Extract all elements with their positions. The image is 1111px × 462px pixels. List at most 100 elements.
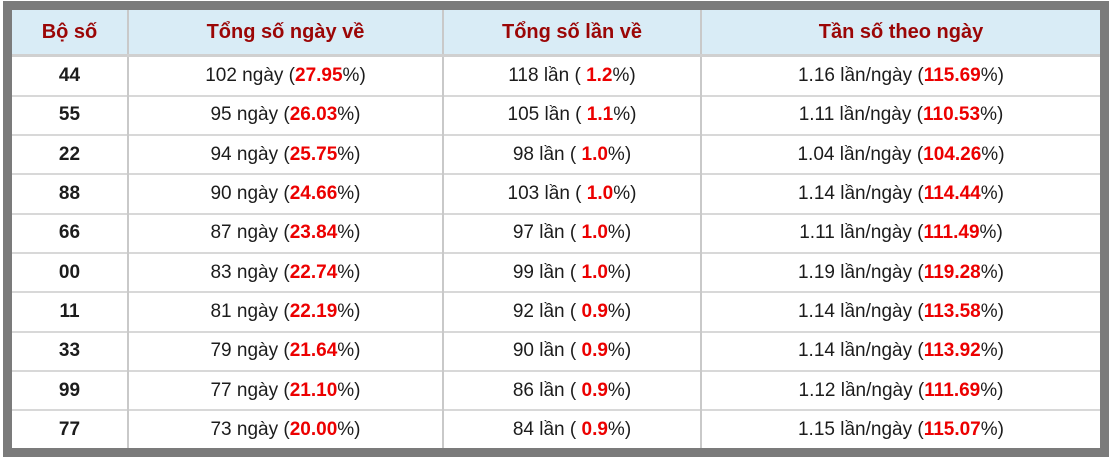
- table-row: 00 83 ngày (22.74%) 99 lần ( 1.0%) 1.19 …: [12, 251, 1100, 293]
- freq-percent-value: 113.92: [923, 340, 981, 362]
- times-text-suffix: %): [607, 143, 632, 165]
- header-row: Bộ số Tổng số ngày về Tổng số lần về Tần…: [12, 10, 1100, 57]
- freq-percent-value: 110.53: [922, 104, 981, 126]
- times-text-suffix: %): [607, 300, 632, 322]
- freq-text-suffix: %): [980, 379, 1004, 401]
- freq-percent-value: 111.49: [923, 222, 980, 244]
- times-percent-value: 1.0: [581, 261, 608, 283]
- table-row: 99 77 ngày (21.10%) 86 lần ( 0.9%) 1.12 …: [12, 369, 1100, 411]
- times-percent-value: 1.0: [586, 182, 614, 204]
- freq-text: 1.14 lần/ngày (: [797, 300, 924, 322]
- table-row: 66 87 ngày (23.84%) 97 lần ( 1.0%) 1.11 …: [12, 212, 1100, 253]
- pair-value: 88: [58, 182, 81, 204]
- freq-text: 1.04 lần/ngày (: [797, 143, 924, 165]
- freq-text-suffix: %): [981, 143, 1005, 165]
- times-percent-value: 1.0: [581, 143, 608, 165]
- days-percent-value: 22.19: [289, 300, 338, 322]
- total-days-cell: 94 ngày (25.75%): [127, 133, 443, 175]
- table-row: 77 73 ngày (20.00%) 84 lần ( 0.9%) 1.15 …: [12, 409, 1100, 448]
- table-row: 33 79 ngày (21.64%) 90 lần ( 0.9%) 1.14 …: [12, 330, 1100, 371]
- freq-text: 1.11 lần/ngày (: [799, 222, 924, 244]
- total-days-cell: 83 ngày (22.74%): [127, 251, 443, 293]
- days-text-suffix: %): [337, 182, 361, 204]
- times-text-suffix: %): [607, 261, 632, 283]
- col-header-total-days: Tổng số ngày về: [127, 10, 443, 57]
- total-times-cell: 99 lần ( 1.0%): [442, 251, 701, 293]
- table-row: 88 90 ngày (24.66%) 103 lần ( 1.0%) 1.14…: [12, 173, 1100, 214]
- days-text-suffix: %): [342, 64, 366, 86]
- total-days-cell: 81 ngày (22.19%): [127, 291, 443, 332]
- times-text: 86 lần (: [512, 379, 582, 401]
- pair-cell: 00: [12, 251, 128, 293]
- pair-value: 44: [58, 64, 81, 86]
- loto-frequency-table: Bộ số Tổng số ngày về Tổng số lần về Tần…: [12, 10, 1100, 448]
- days-text-suffix: %): [337, 222, 361, 244]
- pair-cell: 77: [12, 409, 128, 448]
- times-text-suffix: %): [607, 418, 632, 440]
- pair-cell: 55: [12, 94, 128, 135]
- times-text: 92 lần (: [512, 300, 582, 322]
- days-text-suffix: %): [337, 104, 361, 126]
- freq-text: 1.12 lần/ngày (: [798, 379, 925, 401]
- times-text-suffix: %): [607, 379, 632, 401]
- total-times-cell: 84 lần ( 0.9%): [442, 409, 701, 448]
- times-text: 97 lần (: [512, 222, 582, 244]
- pair-cell: 44: [12, 54, 128, 96]
- days-text: 94 ngày (: [210, 143, 290, 165]
- times-text: 118 lần (: [508, 64, 587, 86]
- times-text: 98 lần (: [512, 143, 582, 165]
- times-percent-value: 1.0: [581, 222, 608, 244]
- freq-percent-value: 114.44: [923, 182, 981, 204]
- days-percent-value: 23.84: [289, 222, 338, 244]
- days-text-suffix: %): [337, 143, 361, 165]
- pair-cell: 88: [12, 173, 128, 214]
- frequency-cell: 1.19 lần/ngày (119.28%): [700, 251, 1100, 293]
- pair-value: 55: [58, 104, 81, 126]
- total-times-cell: 90 lần ( 0.9%): [442, 330, 701, 371]
- freq-text-suffix: %): [980, 182, 1004, 204]
- days-percent-value: 25.75: [289, 143, 338, 165]
- col-header-total-times: Tổng số lần về: [442, 10, 701, 57]
- freq-percent-value: 113.58: [923, 300, 981, 322]
- days-text: 90 ngày (: [210, 182, 290, 204]
- total-days-cell: 73 ngày (20.00%): [127, 409, 443, 448]
- freq-text-suffix: %): [980, 64, 1004, 86]
- total-days-cell: 79 ngày (21.64%): [127, 330, 443, 371]
- total-days-cell: 102 ngày (27.95%): [127, 54, 443, 96]
- frequency-cell: 1.16 lần/ngày (115.69%): [700, 54, 1100, 96]
- days-text: 77 ngày (: [210, 379, 290, 401]
- frequency-cell: 1.15 lần/ngày (115.07%): [700, 409, 1100, 448]
- times-percent-value: 1.1: [586, 104, 614, 126]
- freq-text: 1.15 lần/ngày (: [797, 418, 924, 440]
- pair-value: 22: [58, 143, 81, 165]
- table-row: 44 102 ngày (27.95%) 118 lần ( 1.2%) 1.1…: [12, 54, 1100, 96]
- freq-percent-value: 115.07: [923, 418, 981, 440]
- pair-value: 66: [58, 222, 81, 244]
- table-body: 44 102 ngày (27.95%) 118 lần ( 1.2%) 1.1…: [12, 54, 1100, 448]
- pair-value: 99: [58, 379, 81, 401]
- freq-text: 1.19 lần/ngày (: [797, 261, 924, 283]
- col-header-pair: Bộ số: [12, 10, 128, 57]
- times-text: 90 lần (: [512, 340, 582, 362]
- total-days-cell: 87 ngày (23.84%): [127, 212, 443, 253]
- total-times-cell: 86 lần ( 0.9%): [442, 369, 701, 411]
- freq-percent-value: 119.28: [923, 261, 981, 283]
- total-days-cell: 77 ngày (21.10%): [127, 369, 443, 411]
- times-text: 99 lần (: [512, 261, 582, 283]
- frequency-cell: 1.14 lần/ngày (113.92%): [700, 330, 1100, 371]
- pair-cell: 22: [12, 133, 128, 175]
- times-percent-value: 0.9: [581, 418, 608, 440]
- days-text: 83 ngày (: [210, 261, 290, 283]
- freq-text: 1.14 lần/ngày (: [797, 340, 924, 362]
- pair-value: 11: [59, 300, 80, 322]
- freq-text-suffix: %): [980, 340, 1004, 362]
- frequency-cell: 1.14 lần/ngày (113.58%): [700, 291, 1100, 332]
- days-percent-value: 20.00: [289, 418, 338, 440]
- days-text-suffix: %): [337, 300, 361, 322]
- frequency-cell: 1.11 lần/ngày (111.49%): [700, 212, 1100, 253]
- days-text-suffix: %): [337, 261, 361, 283]
- times-text: 103 lần (: [507, 182, 587, 204]
- times-text-suffix: %): [613, 182, 637, 204]
- pair-cell: 33: [12, 330, 128, 371]
- freq-text-suffix: %): [980, 104, 1004, 126]
